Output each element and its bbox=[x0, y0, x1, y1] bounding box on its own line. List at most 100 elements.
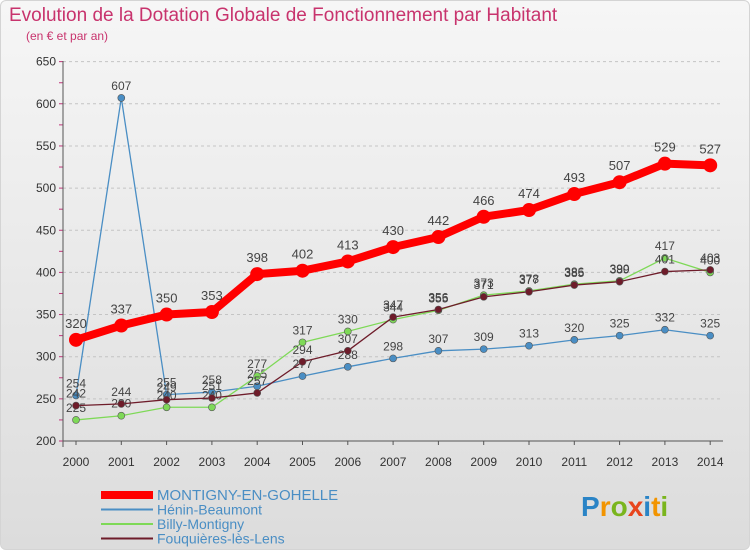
data-label: 320 bbox=[65, 316, 87, 331]
data-point bbox=[343, 363, 352, 371]
data-point bbox=[570, 336, 579, 344]
data-label: 294 bbox=[292, 343, 312, 357]
data-label: 378 bbox=[519, 272, 539, 286]
data-point bbox=[72, 391, 80, 400]
data-label: 254 bbox=[66, 376, 86, 390]
y-tick-label: 600 bbox=[36, 97, 56, 111]
data-point bbox=[612, 175, 627, 190]
data-point bbox=[706, 266, 715, 274]
data-label: 320 bbox=[564, 321, 584, 335]
data-point bbox=[162, 403, 171, 412]
y-tick-label: 450 bbox=[36, 223, 56, 237]
chart-subtitle: (en € et par an) bbox=[26, 29, 109, 43]
data-label: 332 bbox=[655, 311, 675, 325]
data-point bbox=[117, 94, 126, 102]
data-point bbox=[525, 341, 533, 350]
data-label: 371 bbox=[474, 278, 494, 292]
data-label: 307 bbox=[428, 332, 448, 346]
x-tick-label: 2012 bbox=[606, 455, 633, 469]
data-point bbox=[661, 325, 669, 334]
data-label: 298 bbox=[383, 339, 403, 353]
data-point bbox=[567, 187, 582, 202]
data-point bbox=[661, 267, 669, 276]
data-label: 401 bbox=[655, 253, 675, 267]
series-henin-beaumont: 2546072552582652772882983073093133203253… bbox=[66, 79, 721, 400]
data-label: 255 bbox=[157, 376, 177, 390]
x-tick-label: 2007 bbox=[380, 455, 407, 469]
x-tick-label: 2002 bbox=[153, 455, 180, 469]
data-point bbox=[72, 401, 80, 410]
data-point bbox=[615, 331, 624, 340]
legend-label: Hénin-Beaumont bbox=[157, 502, 262, 518]
data-point bbox=[295, 263, 310, 278]
proxiti-logo: Proxiti bbox=[581, 491, 668, 523]
x-tick-label: 2006 bbox=[334, 455, 361, 469]
data-point bbox=[479, 345, 488, 353]
data-label: 251 bbox=[202, 379, 222, 393]
logo-letter: t bbox=[651, 491, 661, 522]
data-label: 258 bbox=[202, 373, 222, 387]
y-tick-label: 200 bbox=[36, 434, 56, 448]
data-label: 413 bbox=[337, 237, 359, 252]
y-tick-label: 300 bbox=[36, 350, 56, 364]
data-point bbox=[479, 293, 488, 301]
data-label: 493 bbox=[563, 170, 585, 185]
data-point bbox=[615, 277, 624, 286]
data-label: 529 bbox=[654, 140, 676, 155]
data-label: 377 bbox=[519, 273, 539, 287]
data-label: 325 bbox=[700, 317, 720, 331]
y-tick-label: 250 bbox=[36, 392, 56, 406]
data-label: 277 bbox=[247, 357, 267, 371]
data-point bbox=[162, 395, 171, 404]
logo-letter: i bbox=[643, 491, 652, 522]
data-point bbox=[431, 229, 446, 244]
data-point bbox=[389, 313, 397, 321]
data-point bbox=[703, 158, 718, 173]
data-label: 442 bbox=[428, 213, 450, 228]
data-label: 400 bbox=[700, 253, 720, 267]
data-label: 607 bbox=[111, 79, 131, 93]
data-point bbox=[298, 338, 307, 347]
data-point bbox=[117, 400, 126, 408]
x-tick-label: 2010 bbox=[516, 455, 543, 469]
legend-label: Fouquières-lès-Lens bbox=[157, 531, 285, 547]
data-point bbox=[253, 372, 262, 380]
data-point bbox=[298, 372, 307, 380]
data-label: 507 bbox=[609, 158, 631, 173]
data-point bbox=[434, 305, 443, 314]
logo-letter: o bbox=[610, 491, 628, 522]
x-tick-label: 2001 bbox=[108, 455, 135, 469]
y-tick-label: 650 bbox=[36, 55, 56, 69]
logo-letter: x bbox=[627, 491, 644, 522]
data-label: 356 bbox=[428, 290, 448, 304]
x-tick-label: 2004 bbox=[244, 455, 271, 469]
data-point bbox=[706, 331, 715, 340]
logo-letter: P bbox=[581, 491, 600, 522]
y-tick-label: 500 bbox=[36, 181, 56, 195]
x-tick-label: 2009 bbox=[470, 455, 497, 469]
data-point bbox=[204, 305, 219, 320]
data-label: 330 bbox=[338, 312, 358, 326]
logo-letter: r bbox=[599, 491, 611, 522]
data-label: 257 bbox=[247, 374, 267, 388]
data-label: 466 bbox=[473, 193, 495, 208]
data-label: 244 bbox=[111, 385, 131, 399]
data-label: 386 bbox=[564, 265, 584, 279]
chart-title: Evolution de la Dotation Globale de Fonc… bbox=[9, 5, 558, 26]
data-point bbox=[253, 389, 262, 397]
data-point bbox=[343, 346, 352, 355]
data-label: 344 bbox=[383, 301, 403, 315]
data-point bbox=[386, 240, 401, 255]
data-label: 430 bbox=[382, 223, 404, 238]
data-point bbox=[114, 318, 129, 333]
data-label: 309 bbox=[474, 330, 494, 344]
data-label: 240 bbox=[157, 388, 177, 402]
data-label: 403 bbox=[700, 251, 720, 265]
logo-letter: i bbox=[660, 491, 669, 522]
x-tick-label: 2005 bbox=[289, 455, 316, 469]
x-tick-label: 2014 bbox=[697, 455, 724, 469]
data-point bbox=[476, 209, 491, 224]
data-point bbox=[525, 287, 533, 296]
data-point bbox=[661, 254, 669, 262]
